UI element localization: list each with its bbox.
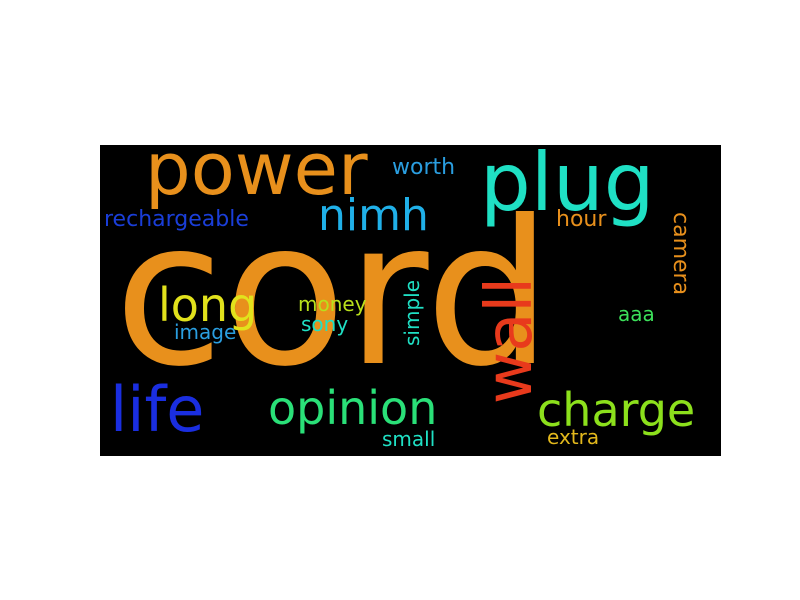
word-long: long: [158, 278, 258, 332]
word-opinion: opinion: [268, 381, 438, 435]
word-extra: extra: [547, 425, 600, 449]
word-charge: charge: [537, 383, 696, 437]
word-life: life: [110, 373, 205, 446]
word-worth: worth: [392, 155, 456, 180]
word-simple: simple: [400, 280, 424, 347]
word-nimh: nimh: [318, 190, 429, 241]
word-cloud: cord power plug nimh worth rechargeable …: [100, 145, 721, 456]
word-cord: cord: [114, 178, 552, 411]
word-sony: sony: [301, 312, 349, 336]
word-small: small: [382, 427, 436, 451]
word-rechargeable: rechargeable: [104, 207, 249, 232]
word-plug: plug: [480, 145, 655, 229]
word-camera: camera: [668, 212, 693, 296]
word-hour: hour: [556, 207, 607, 232]
word-money: money: [298, 292, 367, 316]
word-image: image: [174, 320, 237, 344]
word-power: power: [145, 145, 368, 211]
word-wall: wall: [473, 277, 547, 405]
word-aaa: aaa: [618, 302, 655, 326]
